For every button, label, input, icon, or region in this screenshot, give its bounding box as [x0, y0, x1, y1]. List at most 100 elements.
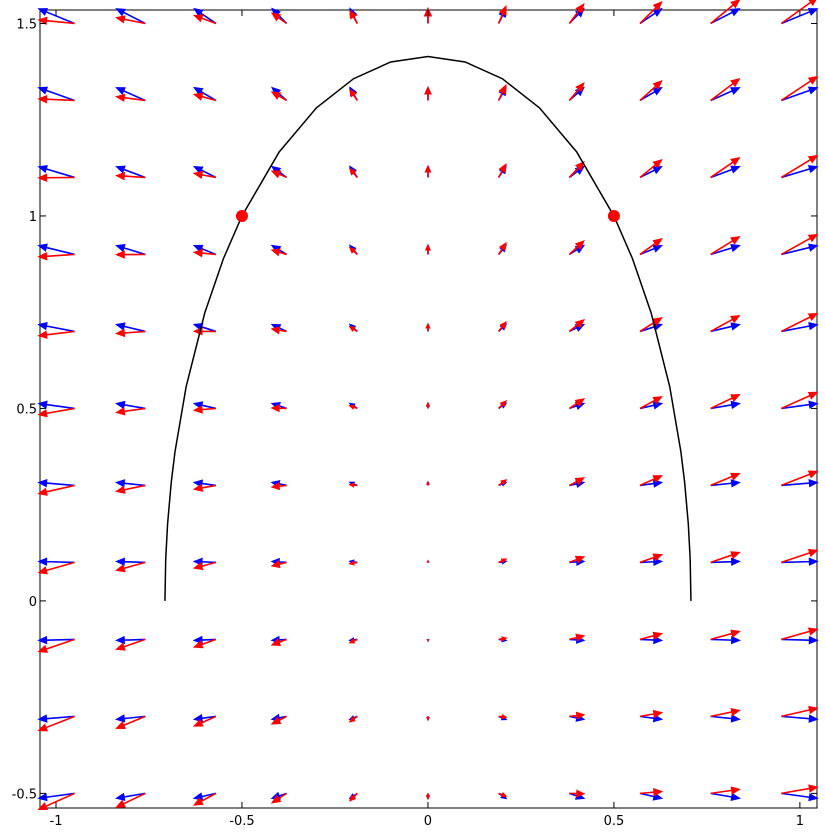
vector-arrow	[710, 786, 741, 795]
vector-arrow	[710, 551, 741, 564]
vector-arrow	[497, 241, 507, 255]
vector-arrow	[115, 322, 146, 333]
vector-arrow	[37, 95, 75, 104]
vector-arrow	[192, 92, 217, 102]
vector-arrow	[192, 14, 217, 25]
vector-arrow	[114, 479, 146, 488]
vector-arrow	[781, 792, 819, 802]
vector-arrow	[37, 792, 75, 802]
vector-arrow	[781, 86, 819, 102]
vector-arrow	[37, 635, 75, 645]
x-tick-label: 0.5	[604, 814, 625, 829]
vector-arrow	[37, 715, 75, 732]
vector-arrow	[114, 400, 146, 410]
vector-arrow	[192, 483, 217, 492]
vector-arrow	[710, 714, 741, 723]
vector-arrow	[192, 401, 217, 410]
vector-arrow	[424, 164, 432, 178]
vector-arrow	[270, 560, 287, 569]
vector-arrow	[710, 707, 741, 718]
vector-arrow	[639, 238, 663, 256]
vector-arrow	[114, 557, 146, 566]
vector-arrow	[192, 248, 217, 258]
vector-arrow	[781, 627, 819, 641]
vector-arrow	[348, 638, 358, 644]
vector-arrow	[114, 407, 146, 416]
vector-arrow	[781, 400, 819, 410]
vector-arrow	[114, 714, 146, 723]
vector-arrow	[115, 8, 146, 25]
vector-arrow	[37, 407, 75, 418]
vector-arrow	[270, 91, 288, 102]
vector-arrow	[114, 328, 146, 338]
vector-arrow	[498, 636, 508, 642]
vector-arrow	[639, 80, 663, 102]
vector-arrow	[639, 788, 664, 797]
vector-arrow	[710, 77, 741, 102]
vector-arrow	[115, 638, 146, 651]
vector-arrow	[781, 322, 819, 333]
vector-arrow	[710, 314, 741, 333]
vector-arrow	[192, 170, 217, 180]
vector-arrow	[37, 792, 75, 810]
vector-arrow	[710, 87, 741, 102]
vector-arrow	[114, 635, 146, 645]
vector-arrow	[780, 75, 819, 102]
vector-arrow	[497, 320, 507, 332]
vector-arrow	[568, 555, 586, 564]
vector-arrow	[37, 16, 75, 25]
vector-arrow	[781, 784, 819, 795]
vector-arrow	[639, 553, 664, 564]
vector-arrow	[348, 325, 358, 333]
vector-arrow	[568, 240, 585, 256]
vector-arrow	[710, 479, 741, 488]
vector-arrow	[114, 93, 146, 102]
y-tick-label: 0.5	[16, 402, 37, 417]
vector-arrow	[710, 629, 741, 641]
vector-arrow	[639, 631, 664, 641]
vector-arrow	[568, 3, 585, 24]
vector-arrow	[270, 638, 287, 647]
vector-arrow	[568, 82, 585, 101]
vector-arrow	[568, 161, 585, 179]
vector-arrow	[710, 244, 741, 256]
vector-arrow	[114, 171, 146, 181]
vector-arrow	[37, 714, 75, 723]
x-tick-label: -1	[50, 814, 63, 829]
vector-arrow	[270, 792, 288, 804]
vector-arrow	[568, 319, 586, 333]
x-tick-label: 1	[796, 814, 804, 829]
vector-arrow	[781, 557, 819, 566]
vector-arrow	[497, 83, 507, 101]
y-tick-label: 1.5	[16, 17, 37, 32]
vector-arrow	[114, 792, 146, 802]
vector-arrow	[497, 4, 507, 24]
vector-arrow	[569, 711, 586, 720]
vector-arrow	[498, 558, 508, 564]
vector-arrow	[781, 243, 819, 256]
vector-arrow	[781, 478, 819, 488]
vector-arrow	[115, 244, 146, 256]
vector-arrow	[115, 715, 146, 729]
vector-arrow	[37, 478, 75, 488]
vector-arrow	[348, 560, 358, 566]
vector-arrow	[425, 793, 431, 801]
vector-arrow	[639, 159, 663, 179]
vector-arrow	[424, 243, 431, 255]
vector-arrow	[37, 173, 75, 182]
vector-arrow	[270, 170, 287, 179]
vector-arrow	[424, 85, 432, 101]
vector-arrow	[639, 396, 663, 410]
vector-arrow	[498, 791, 508, 798]
vector-arrow	[348, 246, 358, 256]
vector-arrow	[569, 633, 586, 642]
vector-arrow	[37, 86, 75, 102]
vector-arrow	[710, 165, 741, 179]
vector-arrow	[710, 400, 741, 410]
vector-arrow	[37, 8, 75, 25]
vector-arrow	[192, 561, 217, 571]
vector-arrow	[37, 252, 75, 261]
vector-arrow	[780, 233, 819, 256]
vector-arrow	[568, 398, 586, 410]
